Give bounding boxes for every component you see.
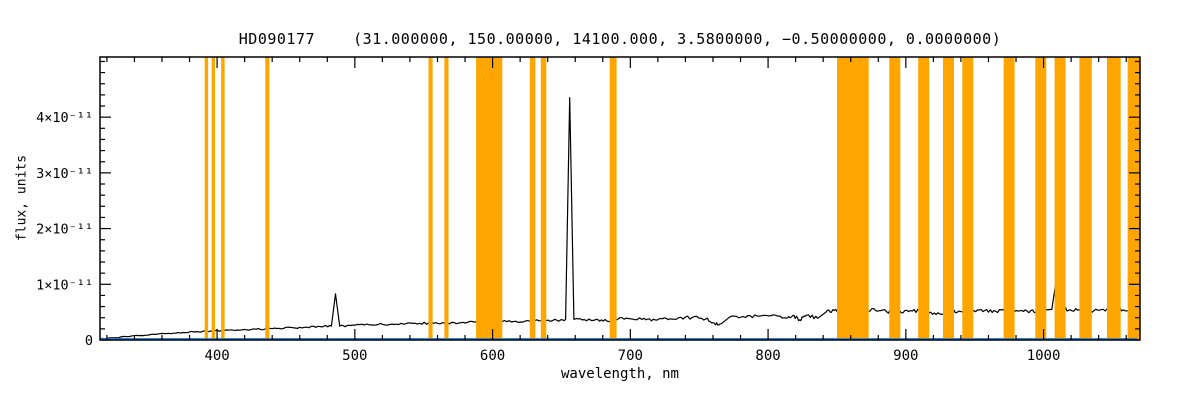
x-tick-label: 500 (342, 348, 367, 364)
masked-band (962, 57, 974, 340)
masked-band (837, 57, 869, 340)
series-stellar-spectrum (99, 97, 1138, 340)
masked-band (1054, 57, 1066, 340)
masked-band (1035, 57, 1047, 340)
masked-band (1003, 57, 1015, 340)
masked-band (1127, 57, 1140, 340)
x-axis-label: wavelength, nm (560, 366, 679, 382)
masked-band (444, 57, 449, 340)
y-tick-label: 3×10⁻¹¹ (36, 166, 93, 182)
masked-band (943, 57, 954, 340)
x-tick-label: 400 (204, 348, 229, 364)
x-tick-label: 800 (755, 348, 780, 364)
y-tick-label: 4×10⁻¹¹ (36, 110, 93, 126)
y-tick-label: 0 (85, 333, 93, 349)
masked-band (1079, 57, 1092, 340)
masked-band (540, 57, 547, 340)
masked-band (918, 57, 930, 340)
plot-frame (99, 56, 1141, 341)
masked-band (1106, 57, 1121, 340)
y-tick-label: 1×10⁻¹¹ (36, 277, 93, 293)
x-tick-label: 1000 (1027, 348, 1061, 364)
y-axis-label: flux, units (14, 154, 30, 242)
masked-band (204, 57, 209, 340)
masked-band (529, 57, 536, 340)
x-tick-label: 900 (893, 348, 918, 364)
x-tick-label: 600 (480, 348, 505, 364)
masked-band (221, 57, 225, 340)
masked-band (428, 57, 433, 340)
masked-band (889, 57, 901, 340)
masked-band (609, 57, 617, 340)
x-tick-label: 700 (618, 348, 643, 364)
masked-band (211, 57, 215, 340)
plot-title: HD090177 (31.000000, 150.00000, 14100.00… (238, 30, 1002, 48)
y-tick-label: 2×10⁻¹¹ (36, 222, 93, 238)
masked-band (476, 57, 503, 340)
masked-band (265, 57, 270, 340)
